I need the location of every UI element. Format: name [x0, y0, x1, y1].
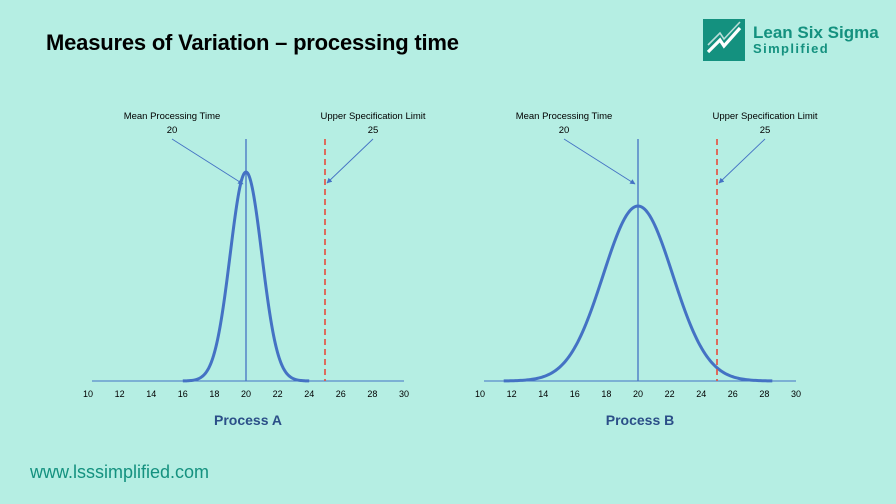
- x-tick-label: 26: [336, 389, 346, 399]
- slide-title: Measures of Variation – processing time: [46, 30, 459, 55]
- logo-line1: Lean Six Sigma: [753, 23, 879, 43]
- x-tick-label: 28: [759, 389, 769, 399]
- x-tick-label: 20: [633, 389, 643, 399]
- x-tick-label: 30: [791, 389, 801, 399]
- x-tick-label: 22: [665, 389, 675, 399]
- mean-annotation-arrow: [563, 138, 636, 185]
- usl-annotation-label: Upper Specification Limit: [712, 111, 817, 122]
- chart-process-b: 10 12 14 16 18 20 22 24 26 28 30 Mean Processing Ti…: [475, 111, 818, 428]
- x-tick-label: 18: [209, 389, 219, 399]
- x-tick-label: 12: [115, 389, 125, 399]
- usl-annotation-value: 25: [760, 125, 771, 136]
- usl-annotation-value: 25: [368, 125, 379, 136]
- x-tick-label: 10: [475, 389, 485, 399]
- x-tick-label: 28: [367, 389, 377, 399]
- x-tick-label: 10: [83, 389, 93, 399]
- process-label: Process B: [606, 412, 674, 428]
- usl-annotation-label: Upper Specification Limit: [320, 111, 425, 122]
- mean-annotation-label: Mean Processing Time: [516, 111, 613, 122]
- x-tick-label: 16: [178, 389, 188, 399]
- x-tick-label: 20: [241, 389, 251, 399]
- x-tick-label: 24: [696, 389, 706, 399]
- usl-annotation-arrow: [718, 138, 766, 184]
- x-tick-label: 24: [304, 389, 314, 399]
- mean-annotation-value: 20: [559, 125, 570, 136]
- logo: Lean Six Sigma Simplified: [703, 19, 879, 61]
- mean-annotation-label: Mean Processing Time: [124, 111, 221, 122]
- website-link[interactable]: www.lsssimplified.com: [30, 462, 210, 482]
- x-tick-label: 26: [728, 389, 738, 399]
- x-tick-label: 12: [507, 389, 517, 399]
- mean-annotation-arrow: [171, 138, 244, 185]
- x-tick-label: 22: [273, 389, 283, 399]
- x-tick-label: 30: [399, 389, 409, 399]
- x-tick-label: 14: [146, 389, 156, 399]
- mean-annotation-value: 20: [167, 125, 178, 136]
- x-tick-label: 18: [601, 389, 611, 399]
- x-tick-label: 14: [538, 389, 548, 399]
- usl-annotation-arrow: [326, 138, 374, 184]
- x-tick-label: 16: [570, 389, 580, 399]
- lean-six-sigma-logo-icon: [703, 19, 745, 61]
- chart-process-a: 10 12 14 16 18 20 22 24 26 28 30 Mean Processing Ti…: [83, 111, 426, 428]
- logo-line2: Simplified: [753, 41, 830, 57]
- process-label: Process A: [214, 412, 282, 428]
